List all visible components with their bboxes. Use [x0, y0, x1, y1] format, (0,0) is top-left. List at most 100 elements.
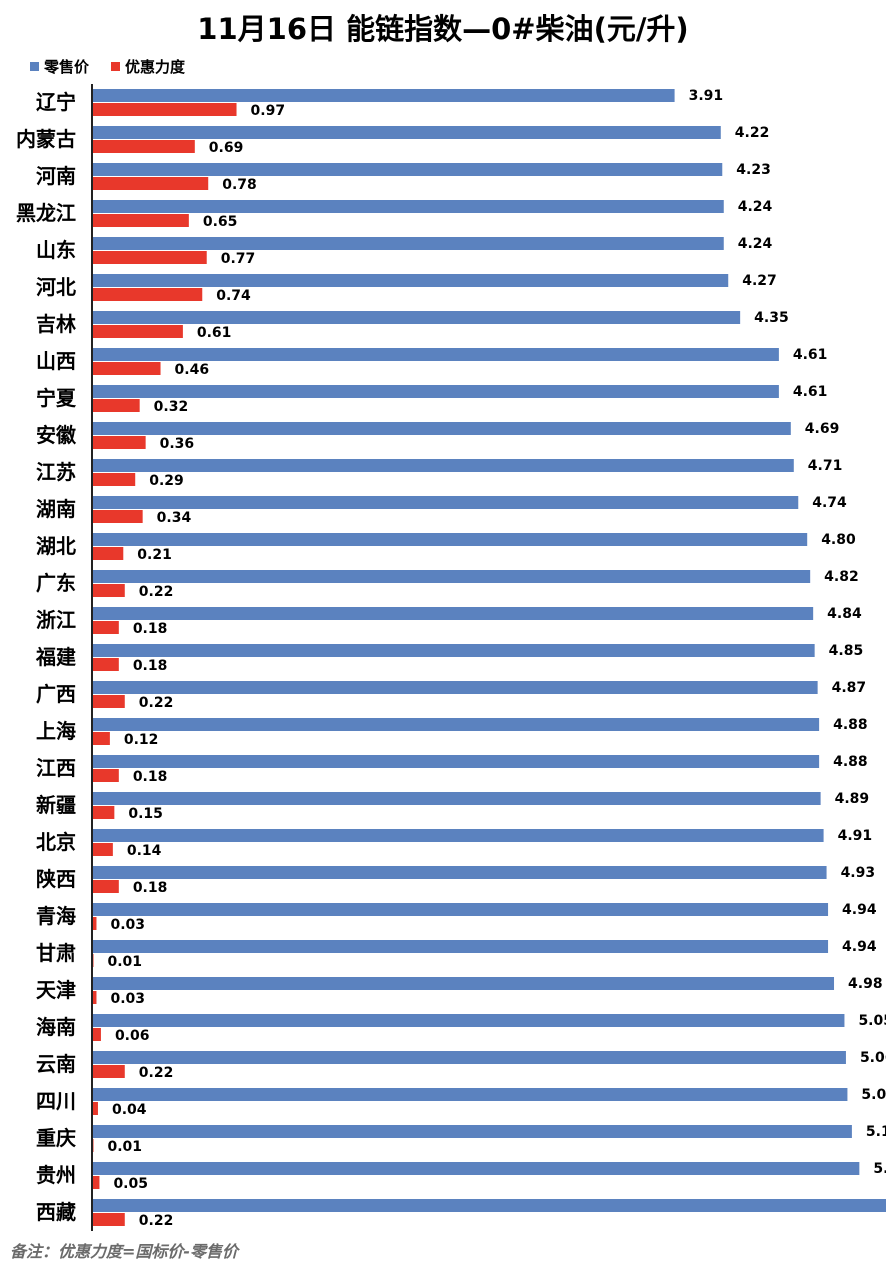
retail-value-label: 3.91 — [689, 88, 724, 104]
retail-bar — [92, 348, 779, 361]
discount-value-label: 0.22 — [139, 1065, 174, 1081]
retail-value-label: 5.10 — [866, 1124, 886, 1140]
legend-label-discount: 优惠力度 — [125, 58, 186, 76]
discount-value-label: 0.01 — [107, 954, 142, 970]
legend-swatch-discount — [111, 62, 121, 71]
discount-value-label: 0.46 — [175, 362, 210, 378]
retail-bar — [92, 1199, 886, 1212]
category-label: 新疆 — [36, 793, 76, 817]
retail-bar — [92, 200, 724, 213]
chart-legend: 零售价 优惠力度 — [30, 56, 185, 77]
retail-bar — [92, 496, 799, 509]
category-label: 内蒙古 — [16, 127, 76, 151]
category-label: 北京 — [36, 830, 76, 854]
retail-value-label: 4.27 — [742, 273, 777, 289]
retail-value-label: 4.98 — [848, 976, 883, 992]
discount-bar — [92, 214, 189, 227]
category-label: 江苏 — [36, 460, 76, 484]
discount-value-label: 0.03 — [110, 917, 145, 933]
discount-bar — [92, 843, 113, 856]
category-label: 西藏 — [36, 1200, 76, 1224]
discount-bar — [92, 288, 203, 301]
category-label: 广西 — [36, 682, 76, 706]
discount-bar — [92, 473, 136, 486]
category-label: 广东 — [36, 571, 76, 595]
retail-value-label: 4.94 — [842, 939, 877, 955]
retail-bar — [92, 89, 675, 102]
discount-bar — [92, 991, 97, 1004]
discount-value-label: 0.15 — [128, 806, 163, 822]
retail-bar — [92, 459, 794, 472]
retail-bar — [92, 866, 827, 879]
discount-value-label: 0.04 — [112, 1102, 147, 1118]
discount-bar — [92, 1028, 101, 1041]
retail-bar — [92, 570, 811, 583]
retail-value-label: 4.24 — [738, 199, 773, 215]
category-label: 甘肃 — [36, 941, 76, 965]
retail-value-label: 4.74 — [812, 495, 847, 511]
retail-value-label: 5.07 — [861, 1087, 886, 1103]
category-label: 辽宁 — [36, 90, 76, 114]
retail-value-label: 5.06 — [860, 1050, 886, 1066]
category-label: 山西 — [36, 349, 76, 373]
discount-bar — [92, 769, 119, 782]
category-label: 陕西 — [36, 867, 76, 891]
discount-bar — [92, 621, 119, 634]
discount-bar — [92, 399, 140, 412]
discount-value-label: 0.18 — [133, 880, 168, 896]
category-label: 吉林 — [36, 312, 76, 336]
chart-title: 11月16日 能链指数—0#柴油(元/升) — [197, 12, 689, 46]
retail-bar — [92, 1014, 845, 1027]
category-label: 重庆 — [36, 1126, 76, 1150]
category-label: 宁夏 — [36, 386, 77, 410]
category-label: 湖北 — [36, 534, 76, 558]
retail-bar — [92, 533, 808, 546]
discount-bar — [92, 1213, 125, 1226]
discount-value-label: 0.77 — [221, 251, 256, 267]
discount-value-label: 0.06 — [115, 1028, 150, 1044]
category-label: 河北 — [36, 275, 76, 299]
discount-value-label: 0.34 — [157, 510, 192, 526]
retail-value-label: 4.24 — [738, 236, 773, 252]
retail-value-label: 4.87 — [832, 680, 867, 696]
category-label: 青海 — [36, 904, 76, 928]
discount-bar — [92, 1065, 125, 1078]
discount-bar — [92, 177, 209, 190]
retail-bar — [92, 1088, 848, 1101]
category-label: 海南 — [36, 1015, 76, 1039]
discount-bar — [92, 251, 207, 264]
discount-bar — [92, 103, 237, 116]
discount-value-label: 0.18 — [133, 621, 168, 637]
discount-value-label: 0.36 — [160, 436, 195, 452]
discount-bar — [92, 732, 110, 745]
legend-item-retail: 零售价 — [30, 56, 89, 77]
retail-bar — [92, 607, 814, 620]
retail-bar — [92, 237, 724, 250]
retail-value-label: 4.94 — [842, 902, 877, 918]
discount-bar — [92, 140, 195, 153]
retail-value-label: 5.15 — [873, 1161, 886, 1177]
retail-value-label: 4.69 — [805, 421, 840, 437]
discount-value-label: 0.22 — [139, 584, 174, 600]
retail-bar — [92, 274, 729, 287]
category-label: 四川 — [36, 1089, 76, 1113]
retail-bar — [92, 1051, 846, 1064]
discount-bar — [92, 880, 119, 893]
legend-label-retail: 零售价 — [44, 58, 90, 76]
discount-bar — [92, 806, 115, 819]
discount-bar — [92, 1176, 100, 1189]
discount-value-label: 0.05 — [113, 1176, 148, 1192]
discount-value-label: 0.74 — [216, 288, 251, 304]
category-label: 湖南 — [36, 497, 76, 521]
retail-value-label: 4.93 — [841, 865, 876, 881]
retail-value-label: 4.71 — [808, 458, 843, 474]
chart-note: 备注：优惠力度=国标价-零售价 — [10, 1242, 239, 1261]
retail-bar — [92, 718, 820, 731]
retail-value-label: 4.88 — [833, 717, 868, 733]
category-label: 黑龙江 — [16, 201, 76, 225]
retail-value-label: 4.85 — [829, 643, 864, 659]
retail-bar — [92, 1125, 852, 1138]
discount-bar — [92, 325, 183, 338]
category-label: 云南 — [36, 1052, 76, 1076]
